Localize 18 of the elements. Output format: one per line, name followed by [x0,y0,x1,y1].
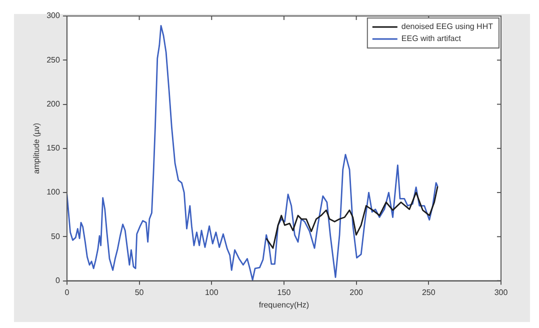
x-tick-label: 0 [64,288,70,297]
y-tick-label: 200 [46,99,60,108]
y-tick-label: 100 [46,188,60,197]
x-axis-title: frequency(Hz) [258,300,310,310]
x-tick-label: 100 [204,288,219,297]
y-tick-label: 150 [46,144,60,153]
legend-label: denoised EEG using HHT [401,22,494,32]
x-tick-label: 200 [350,288,364,297]
x-tick-label: 50 [134,288,144,297]
y-tick-label: 250 [46,55,60,64]
y-axis-title: amplitude (µv) [32,122,42,174]
legend-label: EEG with artifact [401,34,462,44]
x-tick-label: 250 [422,288,436,297]
y-tick-label: 50 [51,232,60,241]
y-tick-label: 0 [55,276,60,286]
x-tick-label: 300 [494,288,508,297]
x-tick-label: 150 [277,288,292,297]
y-tick-label: 300 [46,11,60,20]
